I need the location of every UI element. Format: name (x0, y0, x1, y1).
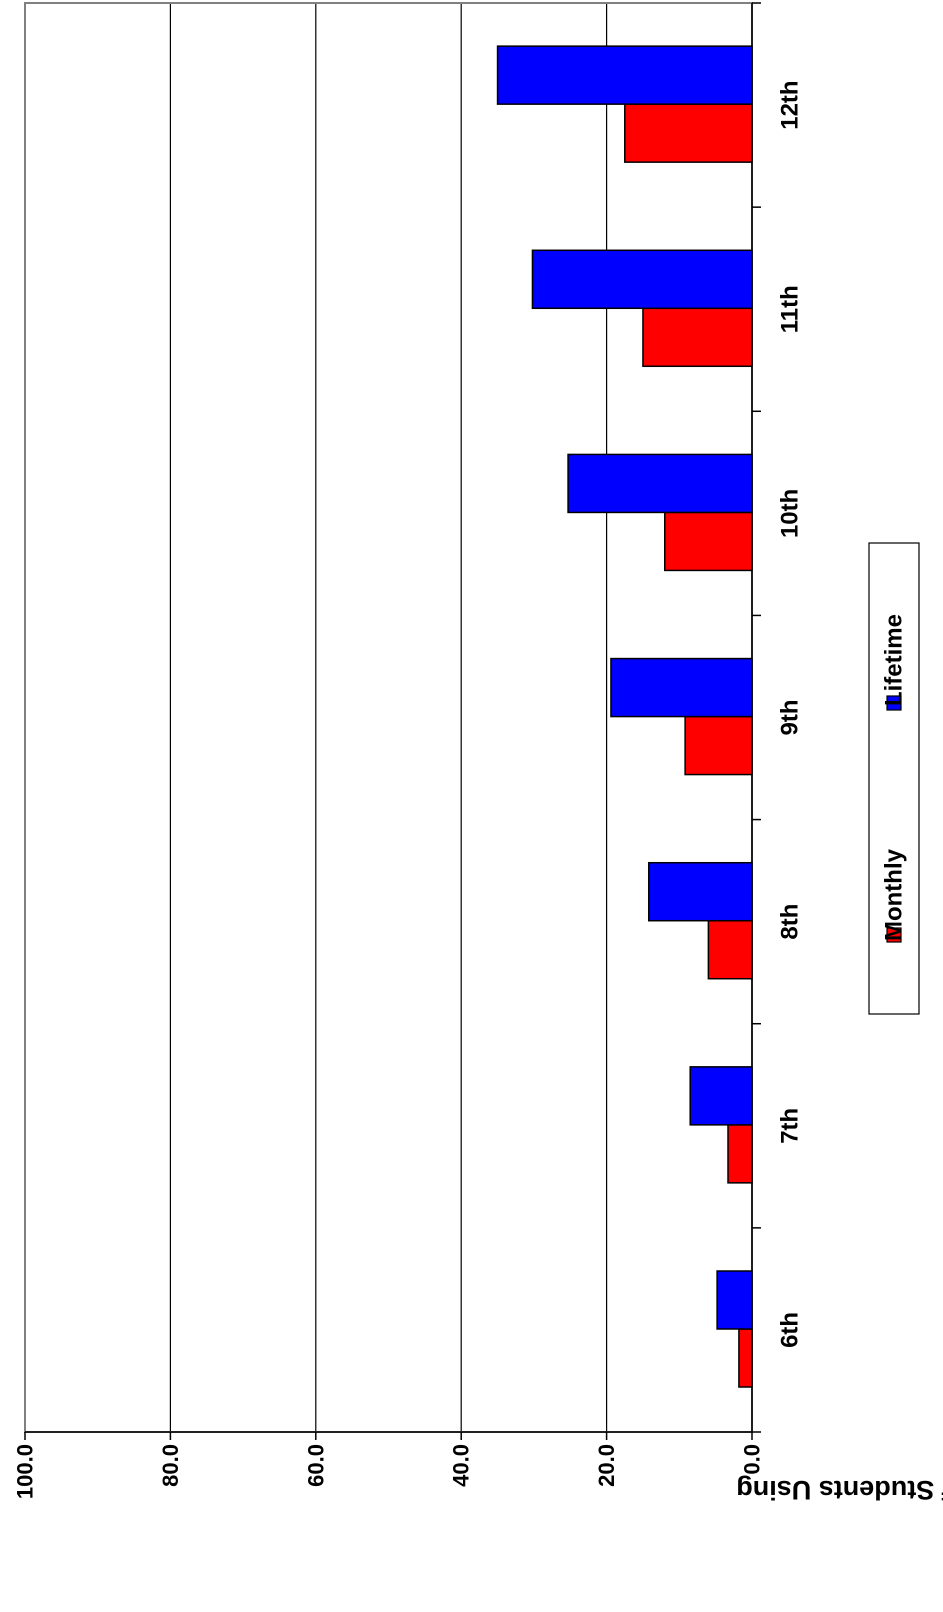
legend-box (868, 542, 920, 1015)
bar-lifetime-6th (716, 1270, 753, 1330)
legend-swatch-lifetime (886, 695, 902, 711)
category-label: 8th (777, 904, 804, 940)
category-label: 12th (777, 80, 804, 129)
bar-lifetime-12th (496, 45, 753, 105)
bar-lifetime-7th (689, 1066, 753, 1126)
value-tick-label: 80.0 (158, 1444, 183, 1487)
value-tick-label: 60.0 (303, 1444, 328, 1487)
plot-area-border (24, 2, 753, 1433)
value-axis-title: Percent of Students Using (736, 1475, 943, 1505)
category-label: 10th (777, 489, 804, 538)
category-label: 9th (777, 700, 804, 736)
value-tick-label: 40.0 (449, 1444, 474, 1487)
bar-monthly-12th (624, 103, 753, 163)
category-label: 6th (777, 1312, 804, 1348)
legend: Monthly Lifetime (868, 542, 920, 1015)
bar-lifetime-9th (610, 657, 753, 718)
legend-label-lifetime: Lifetime (881, 614, 908, 706)
bar-lifetime-11th (531, 249, 753, 310)
category-label: 11th (777, 285, 804, 333)
gridlines (169, 3, 608, 1432)
bar-lifetime-10th (567, 453, 753, 514)
category-label: 7th (777, 1108, 804, 1144)
legend-label-monthly: Monthly (881, 848, 908, 941)
bar-monthly-6th (738, 1328, 753, 1388)
bar-monthly-10th (664, 511, 753, 572)
value-tick-label: 100.0 (13, 1444, 38, 1499)
bar-monthly-9th (684, 715, 753, 776)
bar-lifetime-8th (648, 861, 753, 922)
value-tick-label: 0.0 (740, 1444, 765, 1475)
legend-swatch-monthly (886, 927, 902, 943)
bar-monthly-11th (642, 307, 753, 368)
bars (496, 45, 753, 1388)
bar-monthly-7th (727, 1124, 753, 1184)
bar-monthly-8th (707, 919, 753, 980)
value-tick-label: 20.0 (594, 1444, 619, 1487)
